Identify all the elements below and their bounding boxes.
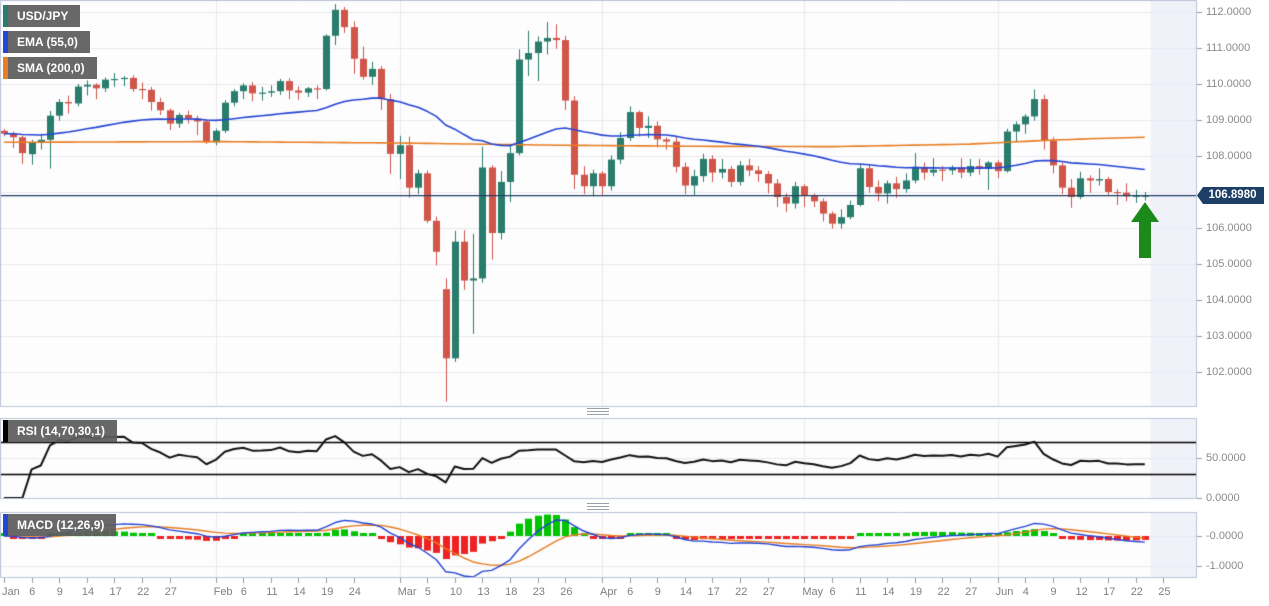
y-axis-label: 102.0000 xyxy=(1206,366,1252,378)
y-axis-label: 109.0000 xyxy=(1206,114,1252,126)
x-axis-label: 10 xyxy=(449,586,463,598)
current-price-value: 106.8980 xyxy=(1208,189,1257,201)
x-axis-label: Feb xyxy=(213,586,233,598)
current-price-tag: 106.8980 xyxy=(1197,187,1264,204)
x-axis-label: Jun xyxy=(995,586,1014,598)
y-axis-label: 103.0000 xyxy=(1206,330,1252,342)
legend-ema-color-bar xyxy=(3,31,8,53)
up-arrow-annotation xyxy=(1131,202,1159,258)
x-axis-label: 14 xyxy=(293,586,306,598)
x-axis-label: 6 xyxy=(240,586,247,598)
x-axis-label: 27 xyxy=(762,586,775,598)
legend-sma-label: SMA (200,0) xyxy=(17,61,85,75)
x-axis-label: 24 xyxy=(348,586,361,598)
y-axis-label: 108.0000 xyxy=(1206,150,1252,162)
x-axis-label: 18 xyxy=(505,586,518,598)
main-rsi-divider-grip[interactable] xyxy=(587,408,609,416)
legend-rsi-label: RSI (14,70,30,1) xyxy=(17,424,106,438)
x-axis-label: 13 xyxy=(477,586,490,598)
x-axis-label: 9 xyxy=(1050,586,1057,598)
rsi-axis-label: 0.0000 xyxy=(1206,492,1240,504)
y-axis-label: 111.0000 xyxy=(1206,42,1251,54)
x-axis-label: 17 xyxy=(1103,586,1116,598)
x-axis-label: 14 xyxy=(882,586,895,598)
x-axis-label: 19 xyxy=(909,586,923,598)
x-axis-label: Jan xyxy=(2,586,20,598)
x-axis-label: 22 xyxy=(735,586,748,598)
x-axis-label: 22 xyxy=(1130,586,1143,598)
x-axis-label: 23 xyxy=(532,586,545,598)
x-axis-label: 5 xyxy=(424,586,431,598)
x-axis-label: 27 xyxy=(164,586,177,598)
legend-sma-color-bar xyxy=(3,57,8,79)
legend-macd[interactable]: MACD (12,26,9) xyxy=(3,514,117,536)
rsi-axis-label: 50.0000 xyxy=(1206,452,1246,464)
x-axis-label: 17 xyxy=(109,586,122,598)
x-axis-label: Mar xyxy=(397,586,417,598)
x-axis-label: 14 xyxy=(81,586,95,598)
y-axis-label: 105.0000 xyxy=(1206,258,1252,270)
x-axis-label: 11 xyxy=(855,586,867,598)
x-axis-label: 17 xyxy=(707,586,720,598)
legend-rsi-color-bar xyxy=(3,420,8,442)
legend-macd-label: MACD (12,26,9) xyxy=(17,518,105,532)
x-axis-label: 9 xyxy=(654,586,661,598)
x-axis-label: 6 xyxy=(829,586,836,598)
legend-ema-label: EMA (55,0) xyxy=(17,35,78,49)
x-axis-label: 27 xyxy=(965,586,978,598)
x-axis-label: 12 xyxy=(1075,586,1088,598)
legend-sma[interactable]: SMA (200,0) xyxy=(3,57,97,79)
x-axis-label: Apr xyxy=(600,586,618,598)
legend-usdjpy[interactable]: USD/JPY xyxy=(3,5,81,27)
x-axis-label: 6 xyxy=(627,586,634,598)
legend-ema[interactable]: EMA (55,0) xyxy=(3,31,90,53)
y-axis-label: 106.0000 xyxy=(1206,222,1252,234)
y-axis-label: 104.0000 xyxy=(1206,294,1252,306)
x-axis-label: 11 xyxy=(266,586,278,598)
rsi-macd-divider-grip[interactable] xyxy=(587,503,609,511)
x-axis-label: 4 xyxy=(1022,586,1029,598)
macd-axis-label: -0.0000 xyxy=(1206,530,1244,542)
x-axis-label: 14 xyxy=(679,586,693,598)
legend-usdjpy-color-bar xyxy=(3,5,8,27)
legend-usdjpy-label: USD/JPY xyxy=(17,9,69,23)
x-axis-label: 22 xyxy=(137,586,150,598)
x-axis-label: 9 xyxy=(56,586,63,598)
y-axis-label: 112.0000 xyxy=(1206,6,1252,18)
x-axis-label: May xyxy=(802,586,824,598)
x-axis-label: 6 xyxy=(29,586,36,598)
macd-axis-label: -1.0000 xyxy=(1206,560,1244,572)
x-axis-label: 22 xyxy=(937,586,950,598)
y-axis-label: 110.0000 xyxy=(1206,78,1252,90)
x-axis-label: 26 xyxy=(560,586,573,598)
x-axis-label: 19 xyxy=(321,586,334,598)
legend-macd-color-bar xyxy=(3,514,8,536)
x-axis-label: 25 xyxy=(1158,586,1171,598)
legend-rsi[interactable]: RSI (14,70,30,1) xyxy=(3,420,118,442)
